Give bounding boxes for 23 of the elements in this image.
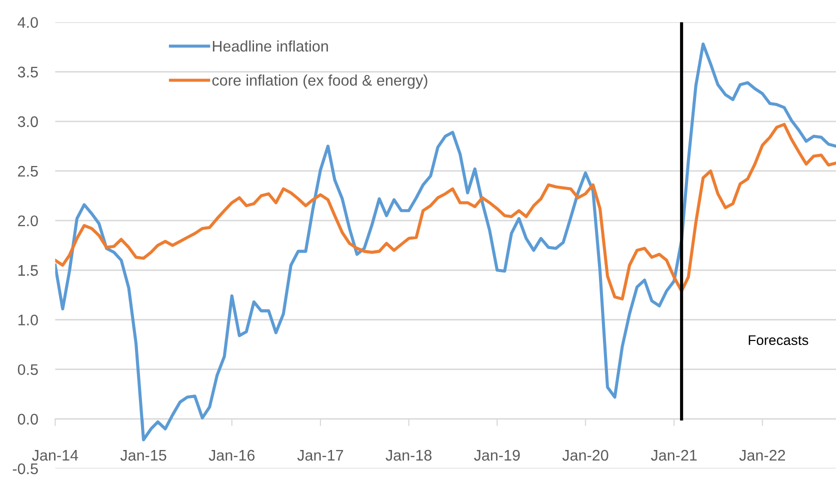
x-tick-label: Jan-18 [386, 450, 432, 461]
legend-label: core inflation (ex food & energy) [212, 74, 428, 89]
line-series [55, 122, 836, 300]
y-tick-label: 4.0 [18, 17, 38, 28]
y-tick-label: 3.5 [18, 66, 38, 78]
x-tick-label: Jan-19 [474, 450, 520, 461]
x-tick-label: Jan-21 [650, 450, 697, 461]
y-tick-label: 1.0 [18, 314, 38, 326]
x-tick-label: Jan-17 [297, 450, 344, 461]
x-tick-label: Jan-15 [120, 450, 166, 461]
x-tick-label: Jan-14 [32, 450, 78, 461]
y-tick-label: 0.0 [18, 414, 38, 425]
annotation: Forecasts [748, 335, 808, 346]
y-tick-label: 0.5 [18, 364, 38, 376]
y-tick-label: 2.5 [18, 166, 38, 177]
x-tick-label: Jan-22 [739, 450, 786, 461]
y-tick-label: 1.5 [18, 265, 38, 276]
y-tick-label: -0.5 [12, 463, 38, 474]
legend-label: Headline inflation [212, 40, 328, 52]
x-tick-label: Jan-16 [208, 450, 255, 461]
y-tick-label: 3.0 [18, 116, 38, 128]
y-tick-label: 2.0 [18, 215, 38, 226]
x-tick-label: Jan-20 [562, 450, 608, 461]
